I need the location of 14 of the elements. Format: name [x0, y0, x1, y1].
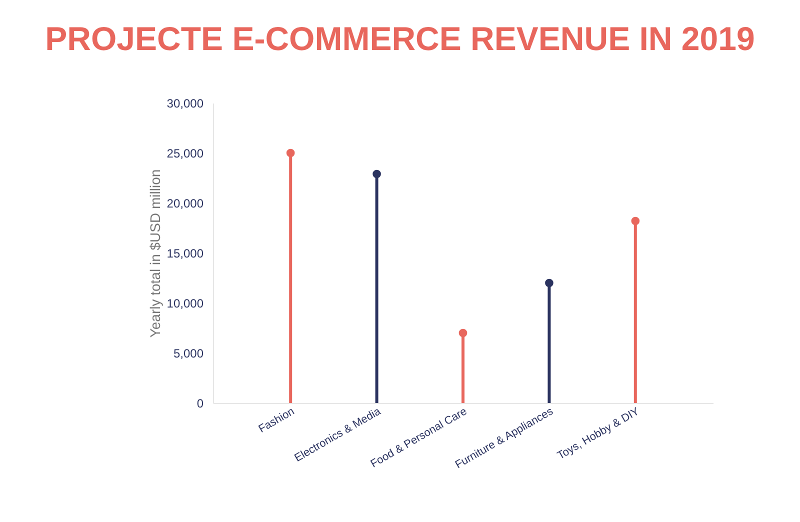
- point: [372, 170, 381, 178]
- point: [286, 148, 295, 158]
- y-tick-label: 25,000: [166, 146, 204, 160]
- y-tick-label: 15,000: [166, 246, 204, 260]
- point: [545, 278, 554, 288]
- y-tick-label: 30,000: [166, 96, 204, 110]
- y-tick-label: 5,000: [173, 346, 204, 360]
- y-tick-label: 10,000: [166, 296, 204, 310]
- point: [631, 216, 640, 226]
- y-tick-label: 0: [196, 396, 204, 410]
- y-axis-title: Yearly total in $USD million: [146, 169, 163, 338]
- chart-title: PROJECTE E-COMMERCE REVENUE IN 2019: [45, 20, 755, 57]
- y-tick-label: 20,000: [166, 196, 204, 210]
- point: [458, 328, 468, 338]
